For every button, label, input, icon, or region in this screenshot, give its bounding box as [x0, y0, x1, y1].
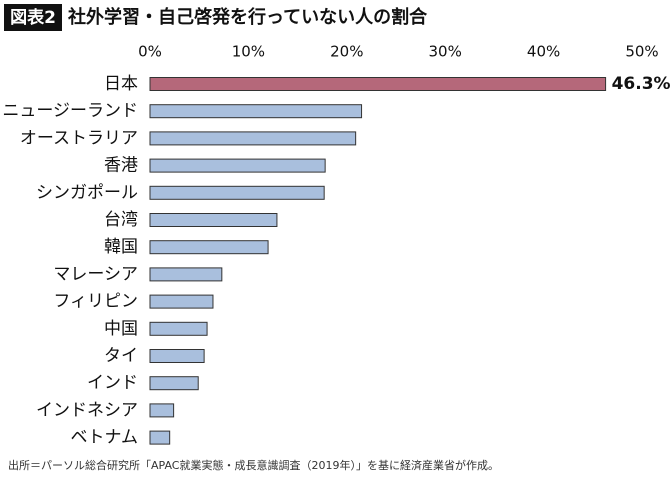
category-label: タイ — [104, 346, 138, 366]
bar — [149, 185, 325, 200]
category-label: 日本 — [104, 74, 138, 94]
bar — [149, 294, 214, 309]
category-label: ニュージーランド — [2, 101, 138, 121]
category-label: インドネシア — [36, 400, 138, 420]
label-box — [4, 4, 62, 31]
category-label: 中国 — [104, 319, 138, 339]
bar — [149, 240, 269, 255]
bar — [149, 77, 607, 91]
bar — [149, 376, 199, 391]
category-label: 韓国 — [104, 237, 138, 257]
bar — [149, 213, 278, 227]
chart-title: 社外学習・自己啓発を行っていない人の割合 — [68, 6, 428, 28]
bar — [149, 403, 175, 418]
category-label: インド — [87, 373, 138, 393]
x-tick-label: 10% — [232, 43, 265, 61]
value-label: 46.3% — [612, 74, 670, 94]
bar — [149, 321, 208, 336]
category-label: 台湾 — [104, 210, 138, 230]
bar — [149, 430, 171, 445]
category-label: ベトナム — [71, 428, 139, 448]
source-note: 出所＝パーソル総合研究所「APAC就業実態・成長意識調査（2019年）」を基に経… — [8, 458, 499, 472]
x-tick-label: 50% — [625, 43, 658, 61]
category-label: フィリピン — [53, 292, 138, 312]
category-label: 香港 — [104, 156, 138, 176]
category-label: オーストラリア — [20, 128, 138, 148]
category-label: マレーシア — [53, 264, 138, 284]
category-label: シンガポール — [36, 183, 138, 203]
bar — [149, 104, 363, 119]
bar — [149, 131, 357, 146]
x-tick-label: 40% — [527, 43, 560, 61]
bar — [149, 349, 205, 363]
bar — [149, 158, 326, 173]
chart-label: 図表2 — [10, 7, 56, 28]
x-tick-label: 20% — [330, 43, 363, 61]
bar — [149, 267, 223, 282]
x-tick-label: 0% — [138, 43, 162, 61]
x-tick-label: 30% — [429, 43, 462, 61]
